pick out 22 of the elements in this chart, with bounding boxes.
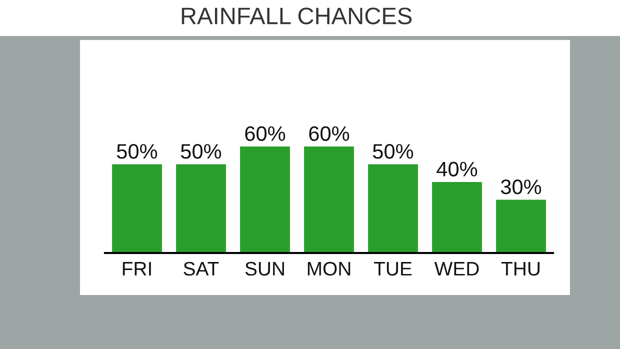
bar xyxy=(496,200,546,253)
x-tick-label: SUN xyxy=(245,262,284,276)
data-label: 50% xyxy=(180,144,222,159)
data-label: 60% xyxy=(309,126,350,141)
x-tick-label: WED xyxy=(434,262,479,276)
data-label: 60% xyxy=(245,126,286,141)
x-tick-label: FRI xyxy=(122,262,151,276)
x-tick-label: THU xyxy=(501,262,540,276)
chart-title: RAINFALL CHANCES xyxy=(182,8,412,24)
bar xyxy=(240,146,290,253)
data-label: 50% xyxy=(372,144,414,159)
data-label: 50% xyxy=(116,144,158,159)
bar xyxy=(112,164,162,253)
bar xyxy=(432,182,482,253)
x-tick-label: TUE xyxy=(374,262,412,276)
bar xyxy=(304,146,354,253)
data-label: 30% xyxy=(500,179,542,194)
bar xyxy=(176,164,226,253)
bar xyxy=(368,164,418,253)
x-tick-label: MON xyxy=(308,262,350,276)
x-tick-label: SAT xyxy=(184,262,219,276)
data-label: 40% xyxy=(436,162,478,176)
